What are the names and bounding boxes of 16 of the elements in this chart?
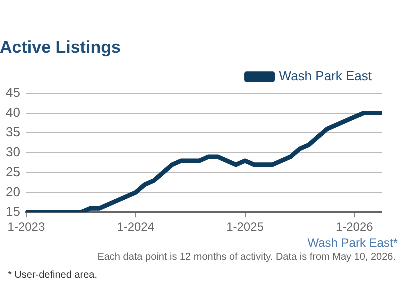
text: * User-defined area. [8, 270, 98, 281]
x-tick-label: 1-2023 [8, 220, 46, 234]
x-tick-label: 1-2024 [117, 220, 155, 234]
y-tick-label: 20 [6, 184, 20, 200]
y-tick-label: 15 [6, 204, 20, 220]
y-tick-label: 35 [6, 124, 20, 140]
x-tick-label: 1-2026 [336, 220, 374, 234]
text: Each data point is 12 months of activity. Data is from May 10, 2026. [98, 252, 396, 263]
x-tick-label: 1-2025 [226, 220, 264, 234]
y-tick-label: 45 [6, 84, 20, 100]
y-tick-label: 30 [6, 144, 20, 160]
chart-title: Active Listings [0, 38, 121, 57]
y-tick-label: 40 [6, 104, 20, 120]
legend-label: Wash Park East [279, 68, 372, 84]
y-tick-label: 25 [6, 164, 20, 180]
text: Wash Park East* [308, 236, 398, 250]
